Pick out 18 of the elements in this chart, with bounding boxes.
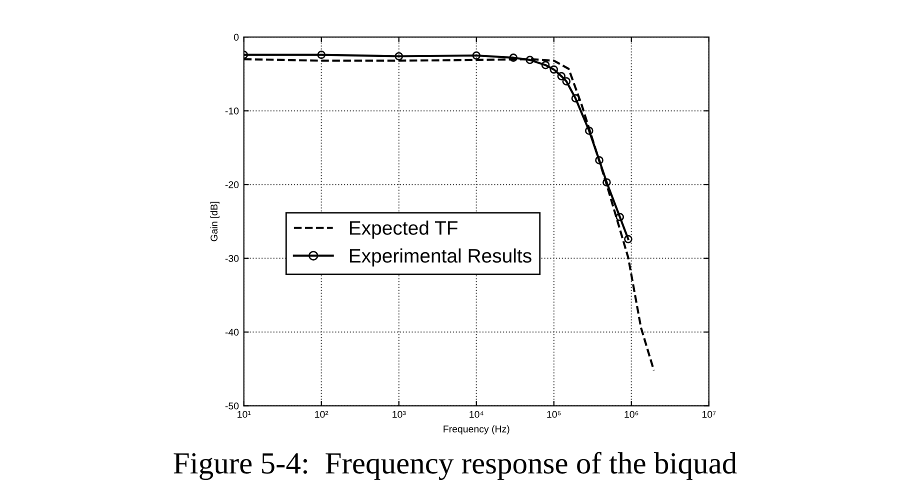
legend-label: Expected TF [350, 220, 458, 239]
y-axis-title: Gain [dB] [210, 202, 220, 242]
y-tick-label: -30 [225, 255, 239, 262]
y-tick-label: -40 [225, 328, 239, 336]
legend-label: Experimental Results [350, 248, 532, 267]
x-tick-label: 10⁷ [702, 410, 716, 418]
x-tick-label: 10⁴ [470, 410, 484, 418]
y-tick-label: -10 [225, 108, 239, 114]
x-tick-label: 10⁶ [624, 410, 638, 418]
x-tick-label: 10³ [392, 410, 406, 418]
x-tick-label: 10¹ [238, 410, 251, 418]
y-tick-label: -20 [225, 181, 239, 188]
y-tick-label: 0 [234, 34, 239, 41]
caption: Figure 5-4: Frequency response of the biquad [174, 452, 737, 480]
x-tick-label: 10² [315, 410, 328, 418]
x-tick-label: 10⁵ [547, 410, 561, 418]
y-tick-label: -50 [225, 402, 239, 410]
x-axis-title: Frequency (Hz) [444, 425, 510, 434]
